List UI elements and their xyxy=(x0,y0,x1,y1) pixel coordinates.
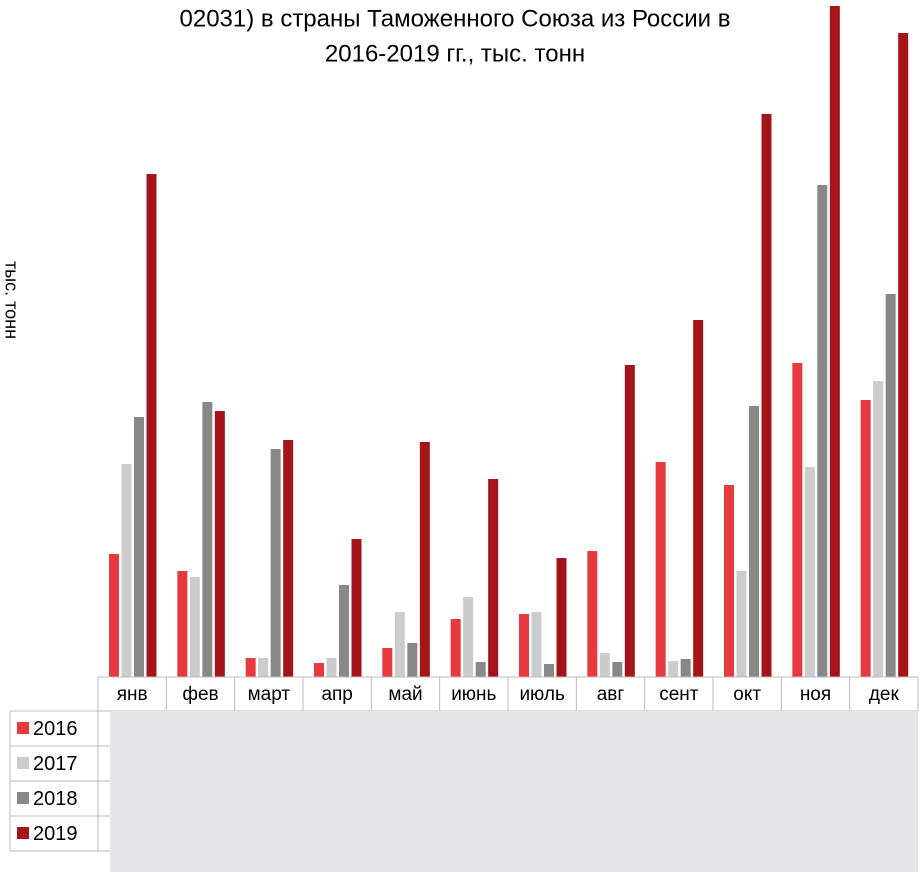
legend-label: 2017 xyxy=(33,753,78,775)
overlay xyxy=(110,711,918,872)
bar xyxy=(189,577,200,677)
x-tick-label: май xyxy=(388,684,422,705)
bar xyxy=(245,658,256,677)
bar xyxy=(599,653,610,677)
bar xyxy=(519,614,529,677)
bar xyxy=(655,462,666,677)
bar xyxy=(394,612,405,677)
bar xyxy=(898,33,909,677)
x-tick-label: янв xyxy=(117,684,148,705)
bar xyxy=(146,174,157,677)
bar xyxy=(873,381,884,677)
legend-swatch xyxy=(17,792,29,804)
bar xyxy=(407,643,418,677)
legend-swatch xyxy=(17,827,29,839)
y-axis-label: тыс. тонн xyxy=(1,261,21,339)
x-tick-label: авг xyxy=(597,684,625,705)
bar xyxy=(612,662,623,677)
bar xyxy=(761,114,772,677)
bar xyxy=(475,662,486,677)
bar xyxy=(885,294,896,677)
bar xyxy=(382,648,393,677)
bar xyxy=(668,661,679,677)
bar xyxy=(736,571,747,677)
bar xyxy=(792,363,803,677)
bar xyxy=(860,400,871,677)
bar xyxy=(556,558,567,677)
x-tick-label: сент xyxy=(659,684,699,705)
bar xyxy=(488,479,499,677)
bar xyxy=(749,406,759,677)
bar xyxy=(829,6,840,677)
bar xyxy=(463,597,474,677)
bar xyxy=(544,664,554,677)
bar xyxy=(134,417,144,677)
bar xyxy=(531,612,542,677)
bar xyxy=(258,658,269,677)
chart-title: 02031) в страны Таможенного Союза из Рос… xyxy=(180,5,731,32)
legend-label: 2018 xyxy=(33,788,78,810)
bar xyxy=(214,411,225,677)
bar xyxy=(326,658,337,677)
bar xyxy=(419,442,430,677)
bar xyxy=(109,554,119,677)
bar xyxy=(724,485,734,677)
chart-title: 2016-2019 гг., тыс. тонн xyxy=(325,40,585,67)
x-tick-label: апр xyxy=(321,684,352,705)
legend-swatch xyxy=(17,757,29,769)
bar xyxy=(624,365,635,677)
bar xyxy=(270,449,281,677)
bar xyxy=(693,320,704,677)
bar xyxy=(587,551,598,677)
bar xyxy=(680,659,691,677)
legend-label: 2019 xyxy=(33,823,78,845)
bar xyxy=(804,467,815,677)
bar xyxy=(339,585,349,677)
bar xyxy=(314,663,324,677)
x-tick-label: окт xyxy=(733,684,761,705)
bar xyxy=(450,619,461,677)
bar xyxy=(202,402,213,677)
bar xyxy=(817,185,828,677)
bar xyxy=(177,571,188,677)
x-tick-label: фев xyxy=(182,684,218,705)
bar xyxy=(351,539,362,677)
x-tick-label: ноя xyxy=(800,684,831,705)
bar xyxy=(121,464,132,677)
legend-label: 2016 xyxy=(33,718,78,740)
x-tick-label: июль xyxy=(519,684,565,705)
x-tick-label: март xyxy=(248,684,291,705)
legend-swatch xyxy=(17,722,29,734)
bar xyxy=(283,440,294,677)
x-tick-label: июнь xyxy=(451,684,496,705)
x-tick-label: дек xyxy=(869,684,900,705)
